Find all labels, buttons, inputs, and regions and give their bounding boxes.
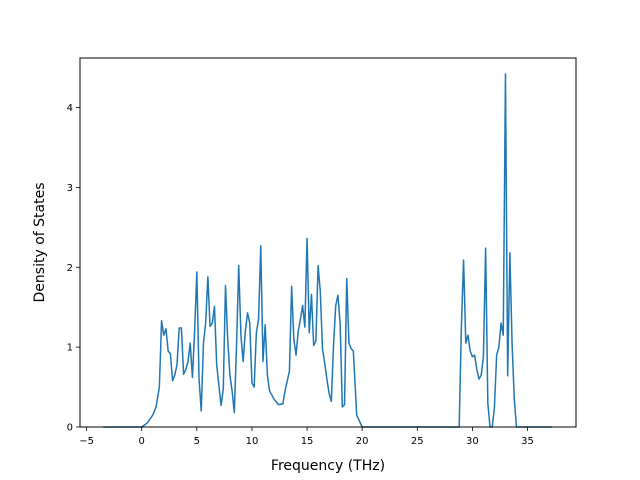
- y-tick-label: 3: [67, 183, 73, 194]
- x-tick-label: 35: [521, 436, 534, 447]
- x-tick-label: 0: [139, 436, 145, 447]
- x-tick-label: 15: [301, 436, 314, 447]
- x-tick-label: 5: [194, 436, 200, 447]
- y-tick-label: 0: [67, 423, 73, 434]
- axes-frame: [79, 57, 577, 428]
- x-tick-label: 25: [411, 436, 424, 447]
- series-line-0: [103, 73, 552, 428]
- y-axis: 0 1 2 3 4: [67, 103, 80, 434]
- y-tick-label: 2: [67, 263, 73, 274]
- x-axis: −5 0 5 10 15 20 25 30 35: [79, 427, 534, 447]
- y-tick-label: 1: [67, 343, 73, 354]
- x-tick-label: 10: [246, 436, 259, 447]
- x-tick-label: −5: [79, 436, 94, 447]
- y-axis-title: Density of States: [32, 183, 48, 303]
- x-tick-label: 30: [466, 436, 479, 447]
- x-tick-label: 20: [356, 436, 369, 447]
- plot-area: [103, 73, 552, 428]
- y-tick-label: 4: [67, 103, 73, 114]
- x-axis-title: Frequency (THz): [271, 458, 385, 474]
